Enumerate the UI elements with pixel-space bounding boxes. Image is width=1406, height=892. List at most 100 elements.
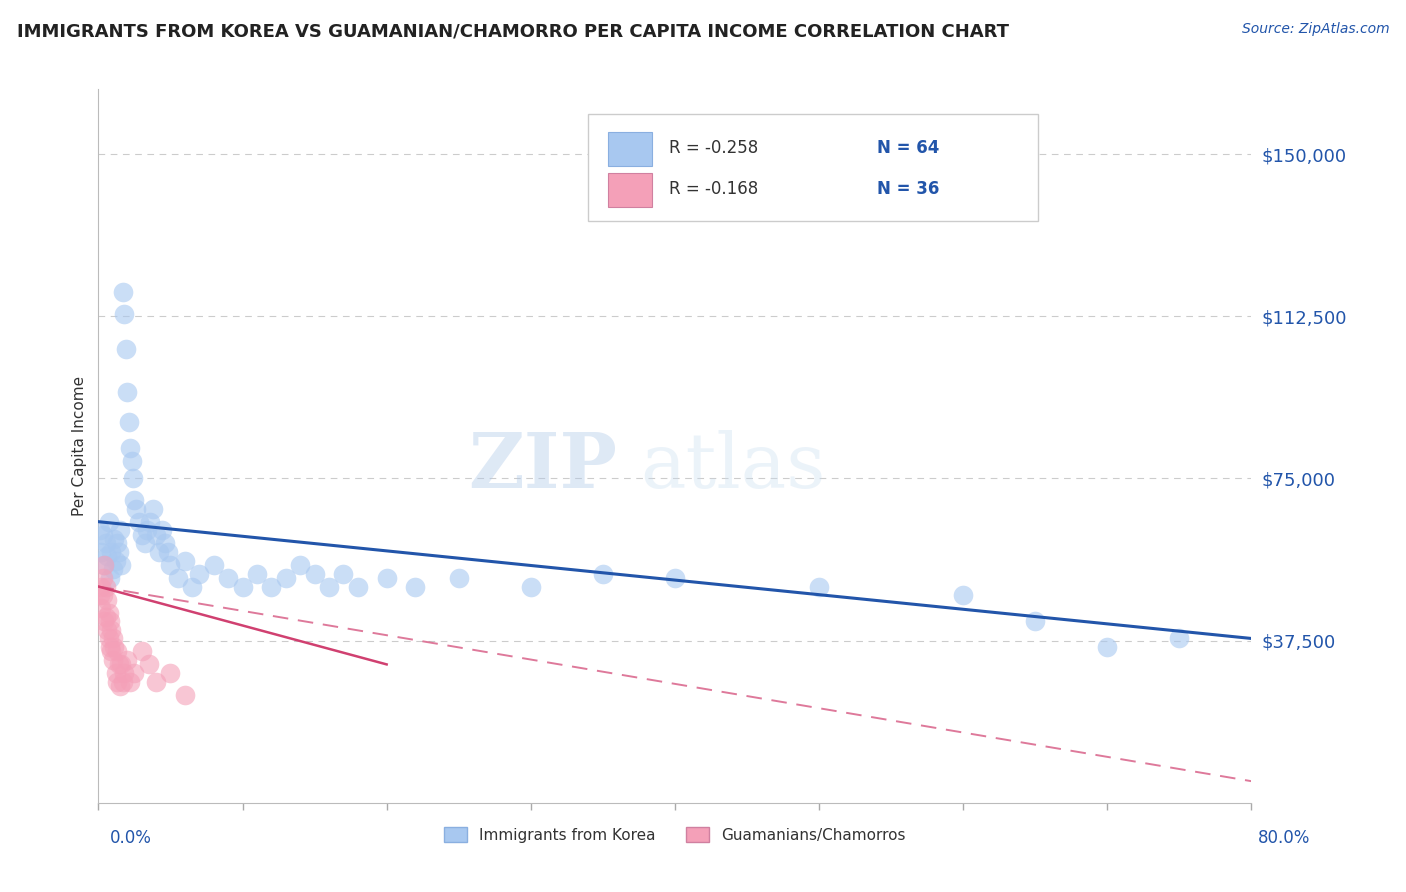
Point	[96, 623, 118, 637]
Point	[98, 614, 121, 628]
Point	[97, 632, 120, 646]
Text: N = 64: N = 64	[877, 139, 939, 157]
Point	[159, 558, 181, 572]
Point	[122, 471, 145, 485]
Point	[808, 580, 831, 594]
Point	[142, 501, 165, 516]
Point	[217, 571, 239, 585]
Text: atlas: atlas	[640, 431, 825, 504]
Point	[1024, 614, 1046, 628]
Point	[93, 558, 115, 572]
Point	[94, 536, 117, 550]
Point	[166, 571, 188, 585]
Point	[104, 666, 127, 681]
Point	[91, 588, 114, 602]
Point	[188, 566, 211, 581]
Point	[318, 580, 340, 594]
Point	[103, 532, 125, 546]
Point	[150, 524, 173, 538]
Point	[332, 566, 354, 581]
Point	[304, 566, 326, 581]
Legend: Immigrants from Korea, Guamanians/Chamorros: Immigrants from Korea, Guamanians/Chamor…	[437, 821, 912, 848]
Point	[105, 674, 128, 689]
Point	[101, 632, 124, 646]
Point	[120, 441, 142, 455]
Point	[89, 588, 111, 602]
Point	[110, 657, 132, 672]
Point	[405, 580, 427, 594]
FancyBboxPatch shape	[607, 132, 652, 166]
Text: R = -0.258: R = -0.258	[669, 139, 758, 157]
Point	[145, 674, 167, 689]
Point	[98, 640, 121, 654]
Point	[96, 549, 118, 564]
Point	[375, 571, 398, 585]
Point	[139, 515, 162, 529]
Point	[101, 562, 124, 576]
Point	[246, 566, 269, 581]
Point	[131, 644, 153, 658]
Point	[105, 536, 128, 550]
Point	[153, 536, 176, 550]
Point	[118, 415, 141, 429]
Point	[290, 558, 312, 572]
Text: 80.0%: 80.0%	[1258, 829, 1310, 847]
Point	[231, 580, 254, 594]
Point	[100, 623, 122, 637]
Point	[136, 524, 159, 538]
Point	[125, 501, 148, 516]
Point	[107, 545, 129, 559]
Point	[108, 679, 131, 693]
Point	[107, 657, 129, 672]
Point	[91, 527, 114, 541]
Point	[148, 545, 170, 559]
Point	[110, 558, 132, 572]
Point	[134, 536, 156, 550]
Point	[94, 610, 117, 624]
Point	[111, 285, 134, 300]
Point	[108, 524, 131, 538]
Point	[89, 524, 111, 538]
Point	[202, 558, 225, 572]
Point	[93, 558, 115, 572]
Point	[91, 571, 114, 585]
Point	[174, 553, 197, 567]
Text: R = -0.168: R = -0.168	[669, 180, 758, 198]
FancyBboxPatch shape	[607, 173, 652, 207]
Point	[94, 580, 117, 594]
Point	[96, 592, 118, 607]
Point	[114, 342, 136, 356]
FancyBboxPatch shape	[589, 114, 1038, 221]
Point	[664, 571, 686, 585]
Point	[156, 545, 179, 559]
Point	[260, 580, 283, 594]
Point	[138, 657, 160, 672]
Point	[447, 571, 470, 585]
Text: ZIP: ZIP	[468, 431, 617, 504]
Point	[124, 493, 146, 508]
Point	[121, 454, 143, 468]
Point	[1097, 640, 1119, 654]
Point	[952, 588, 974, 602]
Text: 0.0%: 0.0%	[110, 829, 152, 847]
Y-axis label: Per Capita Income: Per Capita Income	[72, 376, 87, 516]
Point	[520, 580, 543, 594]
Point	[131, 527, 153, 541]
Point	[100, 644, 122, 658]
Text: Source: ZipAtlas.com: Source: ZipAtlas.com	[1241, 22, 1389, 37]
Point	[346, 580, 368, 594]
Point	[159, 666, 181, 681]
Point	[112, 307, 135, 321]
Text: IMMIGRANTS FROM KOREA VS GUAMANIAN/CHAMORRO PER CAPITA INCOME CORRELATION CHART: IMMIGRANTS FROM KOREA VS GUAMANIAN/CHAMO…	[17, 22, 1010, 40]
Point	[104, 553, 127, 567]
Point	[592, 566, 614, 581]
Point	[97, 515, 120, 529]
Point	[117, 384, 139, 399]
Text: N = 36: N = 36	[877, 180, 939, 198]
Point	[100, 545, 122, 559]
Point	[90, 580, 112, 594]
Point	[117, 653, 139, 667]
Point	[90, 601, 112, 615]
Point	[112, 666, 135, 681]
Point	[111, 674, 134, 689]
